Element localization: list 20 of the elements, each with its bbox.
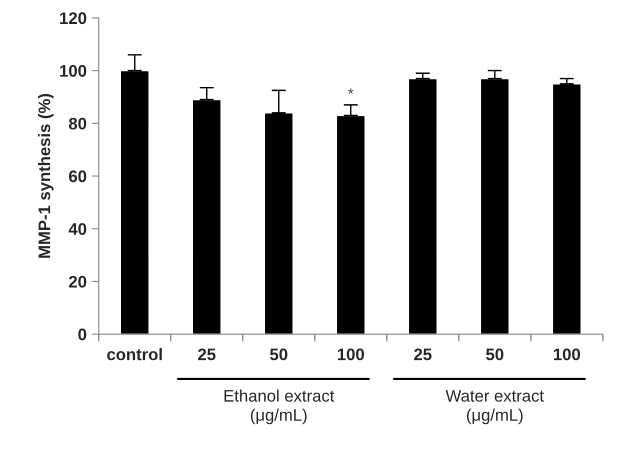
y-tick-label: 100 xyxy=(60,65,86,77)
x-tick-label: 50 xyxy=(270,348,288,360)
text: Water extract (μg/mL) xyxy=(446,390,544,424)
y-axis-title: MMP-1 synthesis (%) xyxy=(38,94,54,258)
x-tick-label: 25 xyxy=(198,348,216,360)
y-tick-label: 60 xyxy=(68,170,86,182)
y-tick-label: 20 xyxy=(68,276,86,288)
annotation: * xyxy=(348,88,354,94)
text: Ethanol extract (μg/mL) xyxy=(224,389,334,424)
bar xyxy=(408,78,438,334)
bar xyxy=(552,83,582,334)
x-tick-label: 100 xyxy=(338,348,364,360)
x-tick-label: 50 xyxy=(486,348,504,360)
y-tick-label: 40 xyxy=(68,223,86,235)
y-tick-label: 120 xyxy=(60,12,86,24)
x-tick-label: 100 xyxy=(554,348,580,360)
x-tick-label: control xyxy=(107,348,162,360)
y-tick-label: 0 xyxy=(78,328,86,340)
x-tick-label: 25 xyxy=(414,348,432,360)
y-tick-label: 80 xyxy=(68,118,86,130)
